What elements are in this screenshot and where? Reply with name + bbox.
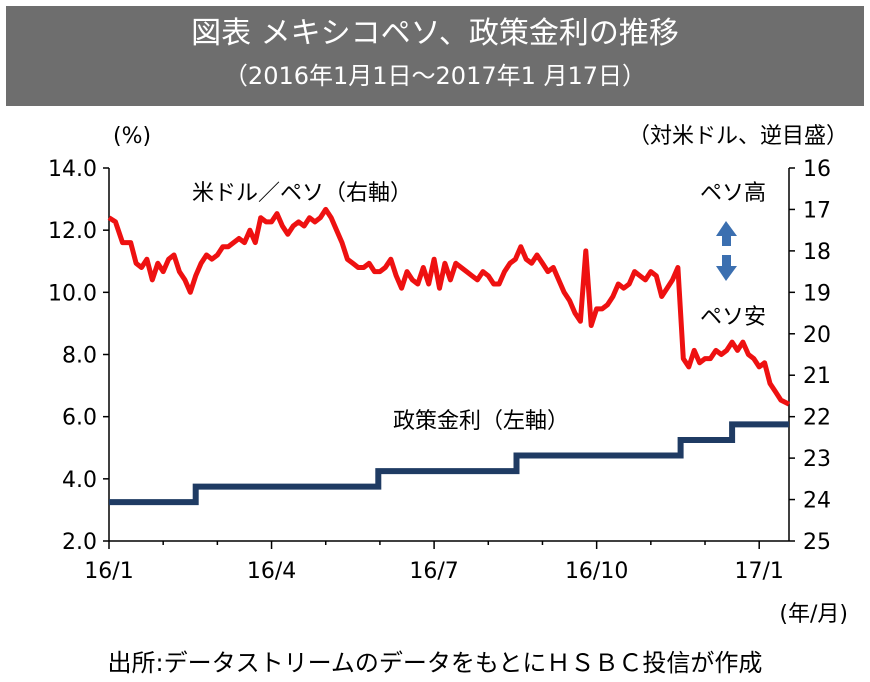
right-tick-label: 18 [803,240,831,265]
left-tick-label: 12.0 [48,219,97,244]
right-tick-label: 22 [803,406,831,431]
right-tick-label: 20 [803,323,831,348]
peso-low-label: ペソ安 [700,305,766,330]
x-tick-label: 16/7 [409,559,458,584]
left-tick-label: 8.0 [62,344,97,369]
peso-high-label: ペソ高 [700,181,766,206]
rate-series-label: 政策金利（左軸） [393,409,569,434]
left-tick-label: 4.0 [62,468,97,493]
right-axis-unit: （対米ドル、逆目盛） [628,124,848,149]
peso-series-label: 米ドル／ペソ（右軸） [192,181,412,206]
right-tick-label: 17 [803,198,831,223]
x-tick-label: 16/10 [565,559,628,584]
left-tick-label: 10.0 [48,281,97,306]
x-tick-label: 17/1 [734,559,783,584]
right-tick-label: 25 [803,530,831,555]
source-note: 出所:データストリームのデータをもとにＨＳＢＣ投信が作成 [107,649,763,677]
left-axis-unit: (%) [113,124,151,149]
chart-subtitle: （2016年1月1日～2017年1 月17日） [223,62,647,90]
right-tick-label: 16 [803,157,831,182]
x-tick-label: 16/4 [247,559,296,584]
usd-mxn-line [107,206,791,407]
left-tick-label: 14.0 [48,157,97,182]
chart-area: 14.0 12.0 10.0 8.0 6.0 4.0 2.0 16 17 18 19 20 21 22 23… [48,124,848,627]
header-banner: 図表 メキシコペソ、政策金利の推移 （2016年1月1日～2017年1 月17日… [6,6,864,106]
right-tick-label: 23 [803,447,831,472]
right-tick-label: 21 [803,364,831,389]
policy-rate-line [109,421,789,506]
left-tick-label: 6.0 [62,406,97,431]
axes-layer: 14.0 12.0 10.0 8.0 6.0 4.0 2.0 16 17 18 19 20 21 22 23… [48,157,831,584]
chart-title: 図表 メキシコペソ、政策金利の推移 [191,16,679,51]
x-axis-unit: (年/月) [779,602,848,627]
right-tick-label: 19 [803,281,831,306]
left-tick-label: 2.0 [62,530,97,555]
double-arrow-icon [716,221,737,281]
x-tick-label: 16/1 [84,559,133,584]
right-tick-label: 24 [803,489,831,514]
